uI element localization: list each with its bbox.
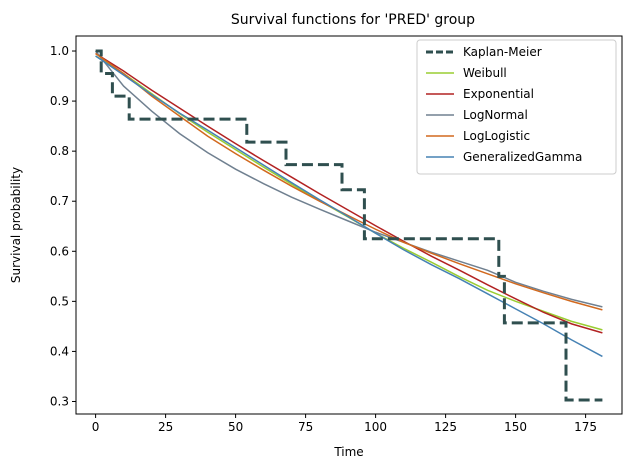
- y-tick-label: 0.6: [50, 244, 69, 258]
- y-tick-label: 0.5: [50, 294, 69, 308]
- x-tick-label: 50: [228, 420, 243, 434]
- series-lognormal-line: [95, 50, 603, 308]
- x-tick-label: 100: [364, 420, 387, 434]
- y-tick-label: 1.0: [50, 44, 69, 58]
- y-tick-label: 0.8: [50, 144, 69, 158]
- x-tick-label: 175: [574, 420, 597, 434]
- y-tick-label: 0.3: [50, 394, 69, 408]
- legend-label-weibull: Weibull: [463, 66, 507, 80]
- x-axis: 0 25 50 75 100 125 150 175: [92, 414, 597, 434]
- x-axis-label: Time: [333, 445, 363, 459]
- x-tick-label: 125: [434, 420, 457, 434]
- y-axis-label: Survival probability: [9, 167, 23, 283]
- series-loglogistic-line: [95, 52, 603, 311]
- plot-frame: [75, 35, 623, 415]
- legend-box: [416, 39, 617, 175]
- y-tick-label: 0.7: [50, 194, 69, 208]
- legend-label-exponential: Exponential: [463, 87, 534, 101]
- chart-title: Survival functions for 'PRED' group: [231, 12, 475, 28]
- plot-area: [95, 49, 603, 402]
- legend-label-kaplan-meier: Kaplan-Meier: [463, 45, 542, 59]
- x-tick-label: 75: [298, 420, 313, 434]
- legend-label-lognormal: LogNormal: [463, 108, 528, 122]
- y-tick-label: 0.4: [50, 344, 69, 358]
- legend-label-loglogistic: LogLogistic: [463, 129, 530, 143]
- series-generalizedgamma-line: [95, 55, 603, 358]
- series-kaplan-meier-line: [95, 49, 603, 402]
- y-axis: 0.3 0.4 0.5 0.6 0.7 0.8 0.9 1.0: [50, 44, 76, 408]
- x-tick-label: 150: [504, 420, 527, 434]
- y-tick-label: 0.9: [50, 94, 69, 108]
- x-tick-label: 0: [92, 420, 100, 434]
- legend-label-generalizedgamma: GeneralizedGamma: [463, 150, 582, 164]
- x-tick-label: 25: [158, 420, 173, 434]
- series-exponential-line: [95, 52, 603, 334]
- legend: Kaplan-Meier Weibull Exponential LogNormal L…: [416, 39, 617, 175]
